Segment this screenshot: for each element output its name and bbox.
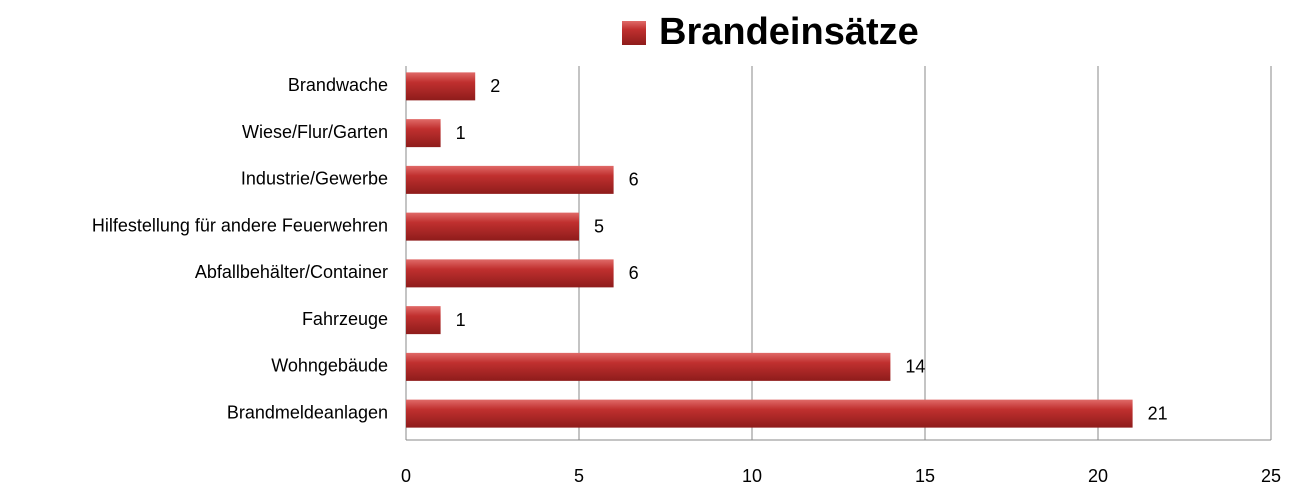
y-tick-label: Wiese/Flur/Garten	[242, 122, 388, 142]
data-label: 1	[456, 310, 466, 330]
bar	[406, 352, 891, 381]
x-tick-label: 20	[1088, 466, 1108, 486]
bar	[406, 212, 579, 241]
bar	[406, 259, 614, 288]
y-tick-label: Abfallbehälter/Container	[195, 262, 388, 282]
y-tick-label: Hilfestellung für andere Feuerwehren	[92, 215, 388, 235]
x-tick-label: 15	[915, 466, 935, 486]
x-tick-label: 25	[1261, 466, 1281, 486]
data-label: 14	[905, 357, 925, 377]
bar	[406, 399, 1133, 428]
data-label: 1	[456, 123, 466, 143]
x-tick-label: 10	[742, 466, 762, 486]
bar	[406, 72, 476, 101]
y-tick-label: Fahrzeuge	[302, 309, 388, 329]
y-tick-label: Brandwache	[288, 75, 388, 95]
y-tick-label: Industrie/Gewerbe	[241, 169, 388, 189]
bar	[406, 119, 441, 148]
data-label: 21	[1148, 403, 1168, 423]
data-label: 2	[490, 76, 500, 96]
y-tick-label: Wohngebäude	[271, 356, 388, 376]
data-label: 6	[629, 170, 639, 190]
legend-text: Brandeinsätze	[659, 11, 919, 53]
bar	[406, 306, 441, 335]
bar	[406, 165, 614, 194]
x-tick-label: 0	[401, 466, 411, 486]
data-label: 5	[594, 216, 604, 236]
legend-swatch	[622, 21, 646, 45]
data-label: 6	[629, 263, 639, 283]
y-tick-label: Brandmeldeanlagen	[227, 402, 388, 422]
x-tick-label: 5	[574, 466, 584, 486]
